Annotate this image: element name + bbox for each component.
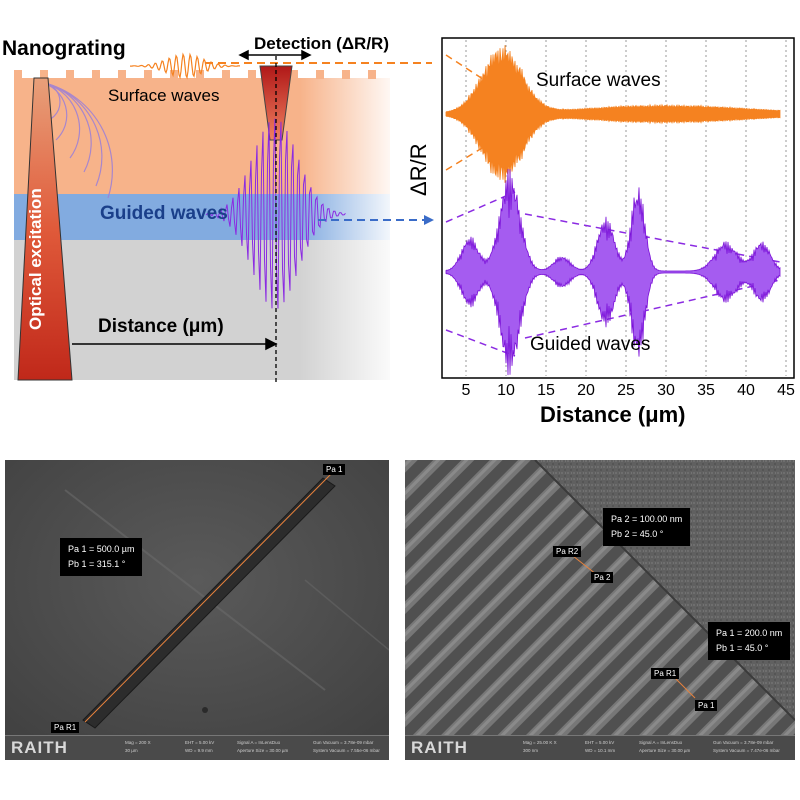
detection-label: Detection (ΔR/R): [254, 34, 389, 53]
sem-left-tag-par1: Pa R1: [51, 722, 80, 733]
sem-left-measure-line2: Pb 1 = 315.1 °: [68, 559, 126, 569]
grating-strip: [82, 477, 336, 729]
fade-overlay: [300, 70, 390, 382]
sem-right-box-top-line2: Pb 2 = 45.0 °: [611, 529, 664, 539]
x-tick-35: 35: [697, 382, 715, 399]
nanograting-teeth: [14, 70, 376, 79]
sem-left-scale: 30 µm: [125, 748, 138, 753]
sem-right-system: System Vacuum = 7.47e-06 mbar: [713, 748, 780, 753]
sem-right-box-top-line1: Pa 2 = 100.00 nm: [611, 514, 683, 524]
raith-logo-left: RAITH: [11, 738, 68, 757]
sem-right-box-bottom: Pa 1 = 200.0 nm Pb 1 = 45.0 °: [708, 622, 791, 660]
chart-svg: [441, 37, 795, 379]
x-tick-40: 40: [737, 382, 755, 399]
sem-right-box-bottom-line1: Pa 1 = 200.0 nm: [716, 628, 783, 638]
sem-right-tag-par2: Pa R2: [553, 546, 582, 557]
x-tick-45: 45: [777, 382, 795, 399]
sem-left-signal: Signal A = InLensDuo: [237, 740, 281, 745]
chart-ylabel: ΔR/R: [406, 143, 431, 196]
sem-left-system: System Vacuum = 7.55e-06 mbar: [313, 748, 380, 753]
sem-left-measure-line1: Pa 1 = 500.0 µm: [68, 544, 135, 554]
detection-double-arrow: [238, 49, 312, 61]
grating-region: [405, 460, 795, 760]
surface-waves-label: Surface waves: [108, 86, 220, 105]
surface-signal-trace: [445, 45, 781, 183]
sem-left-gun: Gun Vacuum = 3.78e-09 mbar: [313, 740, 374, 745]
raith-logo-right: RAITH: [411, 738, 468, 757]
sem-right-tag-pa2: Pa 2: [591, 572, 614, 583]
sem-left-tag-pa1: Pa 1: [323, 464, 346, 475]
distance-arrow: [72, 337, 278, 351]
sem-right-mag: Mag = 25.00 K X: [523, 740, 557, 745]
sem-left-measure-box: Pa 1 = 500.0 µm Pb 1 = 315.1 °: [60, 538, 143, 576]
sem-right-wd: WD = 10.1 mm: [585, 748, 616, 753]
chart-annotation-guided: Guided waves: [530, 334, 651, 355]
measure-line-1: [674, 677, 696, 699]
sem-left-infobar: RAITH Mag = 200 X 30 µm EHT = 5.00 kV WD…: [5, 735, 389, 760]
sem-right-box-top: Pa 2 = 100.00 nm Pb 2 = 45.0 °: [603, 508, 691, 546]
guided-link-arrow: [318, 215, 434, 225]
x-tick-30: 30: [657, 382, 675, 399]
sem-right-eht: EHT = 5.00 kV: [585, 740, 615, 745]
sem-right-signal: Signal A = InLensDuo: [639, 740, 683, 745]
schematic-drawing: [14, 49, 434, 384]
chart-xlabel: Distance (μm): [540, 402, 686, 427]
surface-wave-packet: [130, 52, 240, 80]
measure-line: [84, 473, 332, 723]
sem-right-scale: 300 nm: [523, 748, 539, 753]
schematic-panel: Nanograting Detection (ΔR/R) Surface wav…: [0, 0, 440, 390]
x-tick-15: 15: [537, 382, 555, 399]
guided-waves-label: Guided waves: [100, 203, 228, 224]
sem-left-wd: WD = 9.9 mm: [185, 748, 213, 753]
x-tick-25: 25: [617, 382, 635, 399]
sem-left-aperture: Aperture Size = 30.00 µm: [237, 748, 289, 753]
nanograting-label: Nanograting: [2, 37, 126, 60]
sem-right-drawing: [405, 460, 795, 760]
x-tick-5: 5: [461, 382, 471, 399]
sem-left-eht: EHT = 5.00 kV: [185, 740, 215, 745]
x-tick-20: 20: [577, 382, 595, 399]
sem-right-tag-par1: Pa R1: [651, 668, 680, 679]
signal-chart: ΔR/R Surface waves Guided waves 5 10 15 20 2…: [400, 0, 800, 440]
chart-annotation-surface: Surface waves: [536, 70, 661, 91]
sem-right-box-bottom-line2: Pb 1 = 45.0 °: [716, 643, 769, 653]
sem-left-mag: Mag = 200 X: [125, 740, 151, 745]
detection-beam: [259, 65, 293, 141]
optical-excitation-label: Optical excitation: [26, 188, 45, 330]
guided-wave-packet: [205, 118, 346, 309]
sem-image-left: Pa 1 Pa R1 Pa 1 = 500.0 µm Pb 1 = 315.1 …: [5, 460, 389, 760]
sem-right-infobar: RAITH Mag = 25.00 K X 300 nm EHT = 5.00 …: [405, 735, 795, 760]
sem-right-gun: Gun Vacuum = 3.78e-09 mbar: [713, 740, 774, 745]
sem-left-drawing: [5, 460, 389, 760]
distance-label: Distance (μm): [98, 316, 224, 337]
sem-image-right: Pa 2 = 100.00 nm Pb 2 = 45.0 ° Pa 1 = 20…: [405, 460, 795, 760]
sem-right-aperture: Aperture Size = 30.00 µm: [639, 748, 691, 753]
excitation-beam: [17, 77, 73, 381]
x-tick-10: 10: [497, 382, 515, 399]
guided-signal-trace: [445, 168, 781, 376]
sem-right-tag-pa1: Pa 1: [695, 700, 718, 711]
